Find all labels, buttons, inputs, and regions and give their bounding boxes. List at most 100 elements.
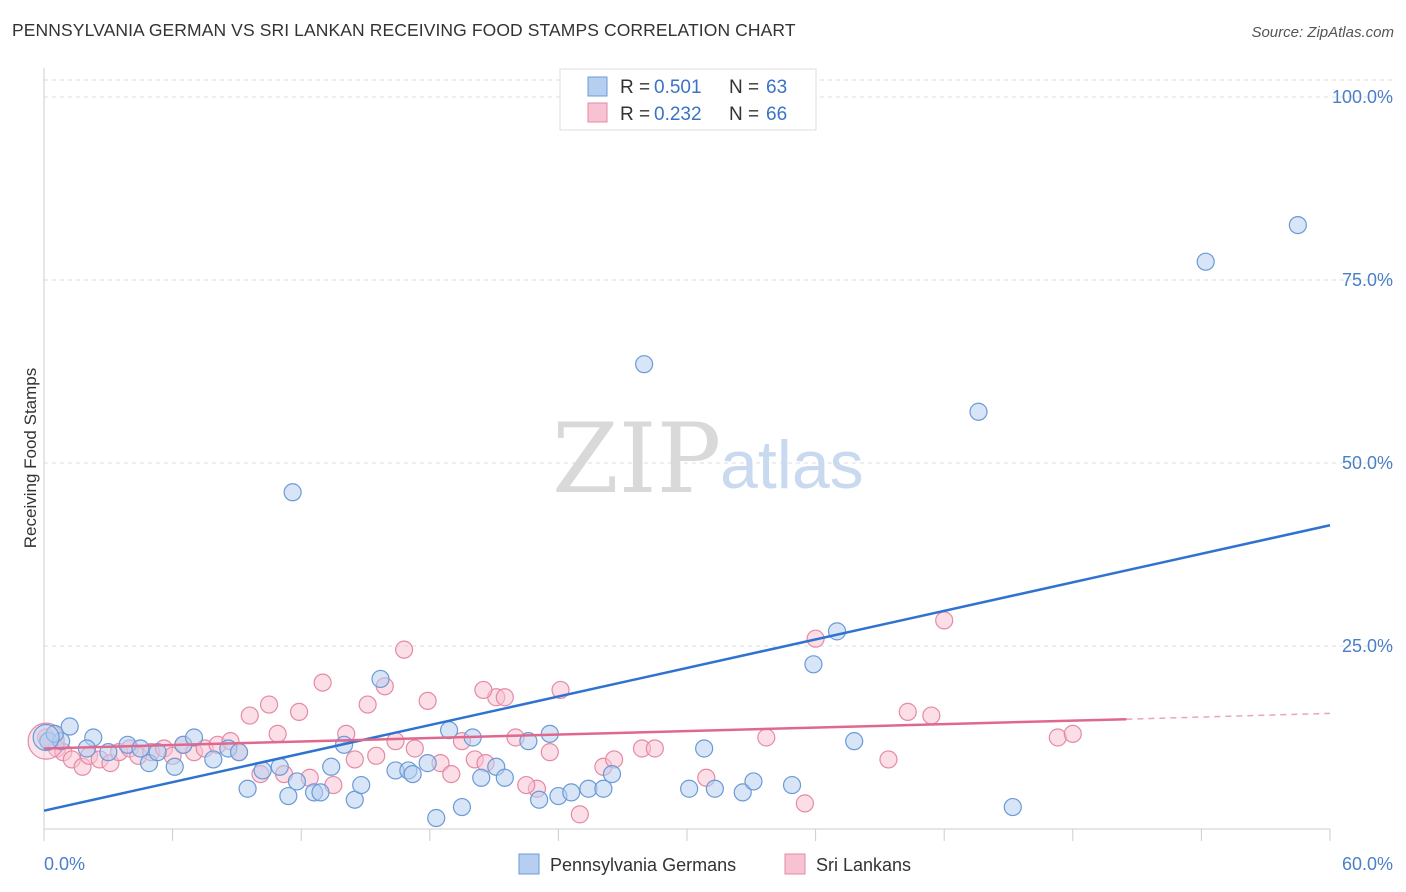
pennsylvania-germans-point-34 (452, 797, 472, 817)
sri-lankans-point-32 (367, 746, 386, 765)
pennsylvania-germans-point-22 (311, 783, 330, 802)
pennsylvania-germans-point-55 (827, 622, 847, 641)
pennsylvania-germans-point-11 (184, 728, 204, 747)
legend-r-value-1: 0.501 (654, 77, 702, 98)
legend-r-label-1: R = (620, 77, 650, 98)
chart-title: PENNSYLVANIA GERMAN VS SRI LANKAN RECEIV… (12, 20, 796, 40)
legend-r-value-2: 0.232 (654, 104, 702, 125)
sri-lankans-point-27 (313, 673, 332, 692)
legend-n-label-2: N = (729, 104, 759, 125)
sri-lankans-point-47 (540, 743, 559, 762)
pennsylvania-germans-point-6 (131, 739, 150, 758)
pennsylvania-germans-points (32, 216, 1307, 828)
pennsylvania-germans-point-27 (371, 669, 390, 689)
pennsylvania-germans-point-18 (279, 786, 298, 806)
sri-lankans-point-37 (418, 691, 437, 711)
sri-lankans-point-65 (474, 680, 493, 700)
sri-lankans-trend-line (43, 717, 1127, 750)
pennsylvania-germans-point-40 (530, 790, 549, 809)
trend-lines (43, 523, 1331, 812)
chart-source: Source: ZipAtlas.com (1251, 24, 1394, 41)
pennsylvania-germans-point-45 (594, 779, 613, 798)
pennsylvania-germans-point-14 (229, 743, 249, 762)
y-axis-label: Receiving Food Stamps (21, 368, 40, 548)
bottom-legend-blue-swatch (518, 853, 540, 875)
pennsylvania-germans-point-51 (733, 783, 752, 802)
pennsylvania-germans-trend-line (43, 523, 1331, 812)
y-tick-label-0: 25.0% (1342, 636, 1393, 656)
sri-lankans-point-53 (645, 739, 664, 758)
legend-r-label-2: R = (620, 104, 650, 125)
sri-lankans-point-36 (405, 739, 424, 758)
pennsylvania-germans-point-58 (1003, 797, 1022, 817)
pennsylvania-germans-point-23 (322, 757, 341, 776)
bottom-legend: Pennsylvania Germans Sri Lankans (518, 853, 911, 875)
legend-n-label-1: N = (729, 77, 759, 98)
pennsylvania-germans-point-12 (204, 750, 223, 769)
pennsylvania-germans-point-31 (418, 754, 437, 773)
sri-lankans-point-25 (289, 702, 309, 721)
sri-lankans-point-62 (1048, 728, 1067, 747)
pennsylvania-germans-point-9 (165, 757, 184, 776)
pennsylvania-germans-point-39 (519, 732, 538, 751)
axis-layer (43, 68, 1331, 841)
y-tick-labels: 25.0% 50.0% 75.0% 100.0% (1332, 87, 1393, 656)
sri-lankans-point-39 (442, 764, 461, 784)
sri-lankans-point-49 (570, 805, 589, 824)
legend-pink-swatch (587, 102, 608, 123)
bottom-legend-pink-swatch (784, 853, 806, 875)
pennsylvania-germans-point-56 (845, 732, 864, 751)
sri-lankans-point-59 (898, 702, 917, 721)
sri-lankans-point-23 (268, 724, 287, 743)
y-tick-label-1: 50.0% (1342, 453, 1393, 473)
pennsylvania-germans-point-32 (427, 808, 446, 828)
pennsylvania-germans-point-38 (495, 768, 514, 787)
watermark: ZIP atlas (552, 403, 864, 515)
pennsylvania-germans-point-20 (287, 772, 307, 791)
legend-n-value-2: 66 (766, 104, 787, 125)
sri-lankans-point-55 (757, 728, 776, 747)
x-tick-min: 0.0% (44, 854, 85, 874)
sri-lankans-point-64 (517, 775, 536, 795)
bottom-legend-label-2: Sri Lankans (816, 855, 911, 875)
pennsylvania-germans-point-43 (562, 783, 581, 802)
sri-lankans-point-20 (240, 706, 259, 725)
pennsylvania-germans-point-48 (680, 779, 699, 798)
pennsylvania-germans-point-54 (804, 655, 823, 674)
pennsylvania-germans-point-50 (705, 779, 724, 798)
pennsylvania-germans-point-47 (635, 355, 654, 374)
sri-lankans-point-58 (879, 750, 898, 769)
pennsylvania-germans-point-49 (695, 739, 714, 758)
sri-lankans-point-30 (345, 750, 364, 769)
bottom-legend-label-1: Pennsylvania Germans (550, 855, 736, 875)
sri-lankans-point-35 (394, 640, 414, 659)
sri-lankans-trend-extension (1126, 712, 1331, 720)
pennsylvania-germans-point-46 (602, 764, 622, 784)
y-tick-label-2: 75.0% (1342, 270, 1393, 290)
sri-lankans-point-56 (795, 794, 814, 813)
watermark-zip: ZIP (552, 403, 721, 515)
pennsylvania-germans-cluster-point (32, 723, 60, 752)
watermark-atlas: atlas (720, 427, 864, 503)
legend-blue-swatch (587, 76, 608, 97)
sri-lankans-point-61 (935, 611, 954, 630)
pennsylvania-germans-point-2 (60, 717, 79, 736)
pennsylvania-germans-point-59 (1196, 252, 1215, 271)
grid-layer (44, 79, 1392, 647)
pennsylvania-germans-point-8 (148, 743, 167, 762)
sri-lankans-point-31 (358, 695, 377, 714)
legend-n-value-1: 63 (766, 77, 787, 98)
pennsylvania-germans-point-15 (238, 779, 257, 798)
pennsylvania-germans-point-60 (1288, 216, 1307, 235)
sri-lankans-point-60 (922, 706, 941, 725)
pennsylvania-germans-point-36 (472, 768, 491, 787)
sri-lankans-point-63 (1063, 724, 1082, 743)
sri-lankans-point-22 (259, 695, 279, 714)
y-tick-label-3: 100.0% (1332, 87, 1393, 107)
legend-box: R = 0.501 N = 63 R = 0.232 N = 66 (559, 68, 817, 131)
x-tick-max: 60.0% (1342, 854, 1393, 874)
sri-lankans-point-44 (495, 688, 514, 707)
pennsylvania-germans-point-57 (969, 402, 988, 421)
pennsylvania-germans-point-53 (782, 775, 802, 795)
